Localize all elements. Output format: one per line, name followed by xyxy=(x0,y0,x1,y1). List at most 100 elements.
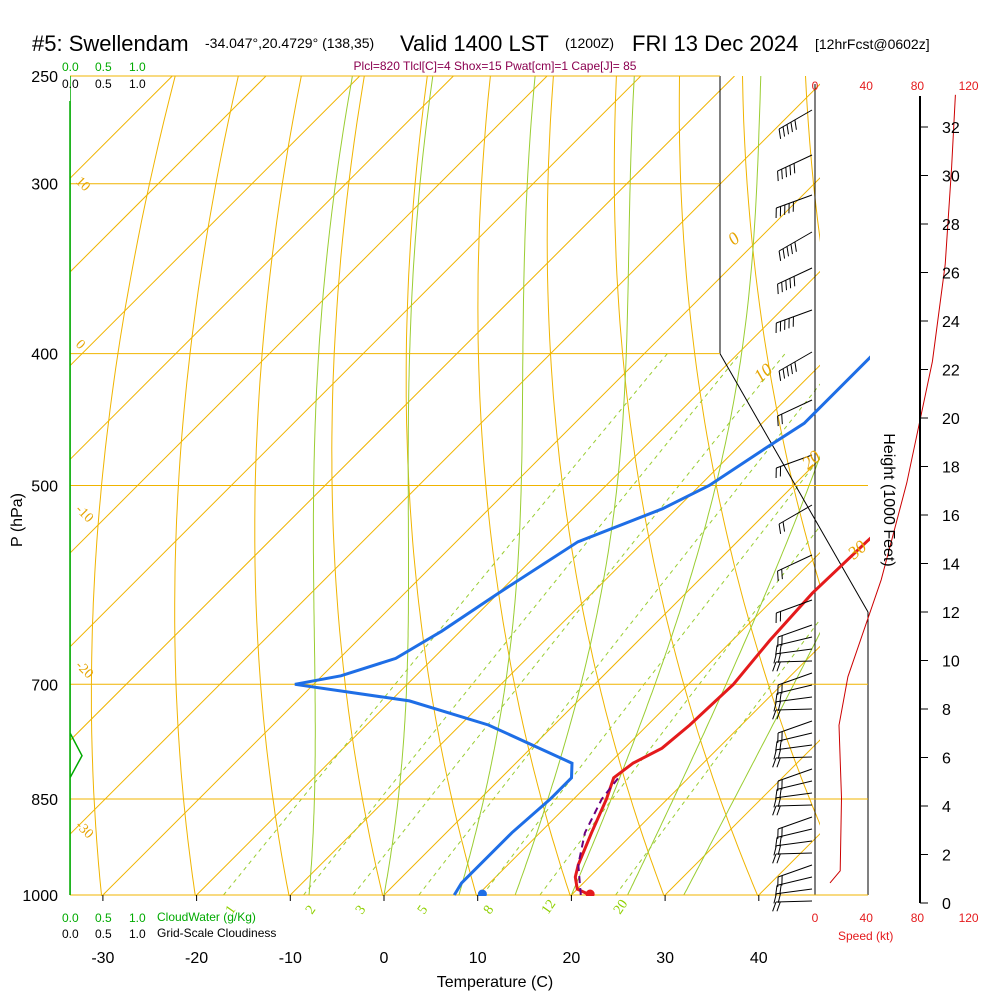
moist-adiabat xyxy=(627,455,820,896)
header: #5: Swellendam -34.047°,20.4729° (138,35… xyxy=(32,31,930,56)
dry-adiabat xyxy=(90,76,176,896)
adiabat-label: 10 xyxy=(750,359,777,386)
moist-adiabat xyxy=(683,631,820,896)
wind-barb-shaft xyxy=(777,399,813,417)
cloud-scale-top-green: 0.0 0.5 1.0 xyxy=(62,60,146,74)
sounding-series xyxy=(70,76,870,896)
wind-barb-shaft xyxy=(775,708,813,711)
dry-adiabat xyxy=(546,76,665,896)
wind-barb-feather xyxy=(779,740,782,751)
dry-adiabat xyxy=(613,76,759,896)
isotherm-line xyxy=(70,76,267,273)
speed-tick-label: 80 xyxy=(911,79,925,93)
pressure-tick-label: 850 xyxy=(31,792,58,809)
height-tick-label: 6 xyxy=(942,751,951,768)
wind-barb-feather xyxy=(773,845,777,856)
wind-barb xyxy=(772,852,813,864)
wind-barb-shaft xyxy=(776,194,813,209)
moist-adiabat xyxy=(570,76,762,896)
cloud-scale-tick: 0.5 xyxy=(95,927,112,941)
wind-barb-feather xyxy=(777,171,779,182)
temperature-tick-label: -30 xyxy=(91,950,114,967)
forecast-tag: [12hrFcst@0602z] xyxy=(815,36,930,52)
surface-dewpoint-dot xyxy=(477,889,487,896)
wind-barb-shaft xyxy=(776,828,813,838)
wind-barb-feather xyxy=(779,788,782,799)
wind-barb-feather xyxy=(776,805,781,816)
dry-adiabat xyxy=(331,76,384,896)
wind-barb-feather xyxy=(777,701,782,711)
height-tick-label: 30 xyxy=(942,169,960,186)
dry-adiabat xyxy=(254,76,302,896)
wind-barb-feather xyxy=(785,280,787,291)
height-tick-label: 0 xyxy=(942,896,951,913)
wind-barb-shaft xyxy=(775,756,813,759)
wind-barb-shaft xyxy=(776,636,813,646)
wind-barb-feather xyxy=(778,128,782,139)
dry-adiabat xyxy=(929,52,1000,924)
wind-barb-feather xyxy=(779,644,782,655)
dry-adiabat xyxy=(741,76,820,587)
wind-barb-shaft xyxy=(778,504,813,525)
wind-barb xyxy=(775,454,813,479)
adiabat-label: 20 xyxy=(798,446,825,473)
valid-date: FRI 13 Dec 2024 xyxy=(632,31,798,56)
wind-barb-shaft xyxy=(776,780,813,790)
speed-tick-label: 0 xyxy=(812,911,819,925)
height-tick-label: 18 xyxy=(942,460,960,477)
wind-barb xyxy=(775,194,813,219)
wind-barb-shaft xyxy=(777,768,813,782)
wind-barb-shaft xyxy=(776,648,813,655)
height-axis-label: Height (1000 Feet) xyxy=(880,433,897,566)
speed-tick-label: 120 xyxy=(959,911,979,925)
mixing-ratio-label: 20 xyxy=(611,897,631,917)
wind-barb-feather xyxy=(790,364,793,375)
cloudwater-label: CloudWater (g/Kg) xyxy=(157,910,256,924)
height-tick-label: 24 xyxy=(942,314,960,331)
wind-barb-feather xyxy=(782,248,786,259)
height-tick-label: 20 xyxy=(942,411,960,428)
wind-barb-shaft xyxy=(776,840,813,847)
wind-barb-feather xyxy=(776,901,781,912)
x-axis-label: Temperature (C) xyxy=(437,974,553,991)
wind-barb xyxy=(773,648,813,664)
wind-barb-feather xyxy=(789,165,792,176)
height-tick-label: 12 xyxy=(942,605,960,622)
wind-barb xyxy=(778,231,813,261)
wind-barb-feather xyxy=(782,521,786,532)
wind-barb-feather xyxy=(785,167,787,178)
wind-barb-shaft xyxy=(777,267,813,285)
parcel-line xyxy=(577,777,620,896)
wind-barb-shaft xyxy=(776,454,813,469)
dry-adiabat xyxy=(804,76,820,243)
wind-barb-shaft xyxy=(777,864,813,878)
wind-barb-feather xyxy=(779,836,782,847)
wind-barb-feather xyxy=(777,749,782,759)
wind-barb-feather xyxy=(794,241,797,252)
wind-barb xyxy=(773,696,813,712)
pressure-tick-label: 250 xyxy=(31,69,58,86)
wind-barb-feather xyxy=(776,661,781,672)
wind-barb-shaft xyxy=(778,231,813,252)
utc-time: (1200Z) xyxy=(565,35,614,51)
cloud-scale-tick: 1.0 xyxy=(129,927,146,941)
pressure-tick-label: 500 xyxy=(31,479,58,496)
wind-barb xyxy=(778,351,813,381)
wind-barb xyxy=(775,309,813,334)
pressure-tick-label: 700 xyxy=(31,677,58,694)
adiabat-label: 0 xyxy=(724,228,744,249)
wind-barb-shaft xyxy=(775,804,813,807)
wind-barb-feather xyxy=(790,244,793,255)
wind-barb-shaft xyxy=(776,876,813,886)
wind-barb-shaft xyxy=(777,624,813,638)
isotherm-line xyxy=(477,551,820,896)
wind-barb xyxy=(777,154,813,182)
pressure-tick-label: 1000 xyxy=(22,888,58,905)
isotherm-line xyxy=(70,76,361,367)
wind-barb-shaft xyxy=(776,888,813,895)
wind-barb xyxy=(772,804,813,816)
wind-barb-feather xyxy=(773,797,777,808)
wind-barb-shaft xyxy=(777,672,813,686)
cloud-scale-tick: 1.0 xyxy=(129,60,146,74)
